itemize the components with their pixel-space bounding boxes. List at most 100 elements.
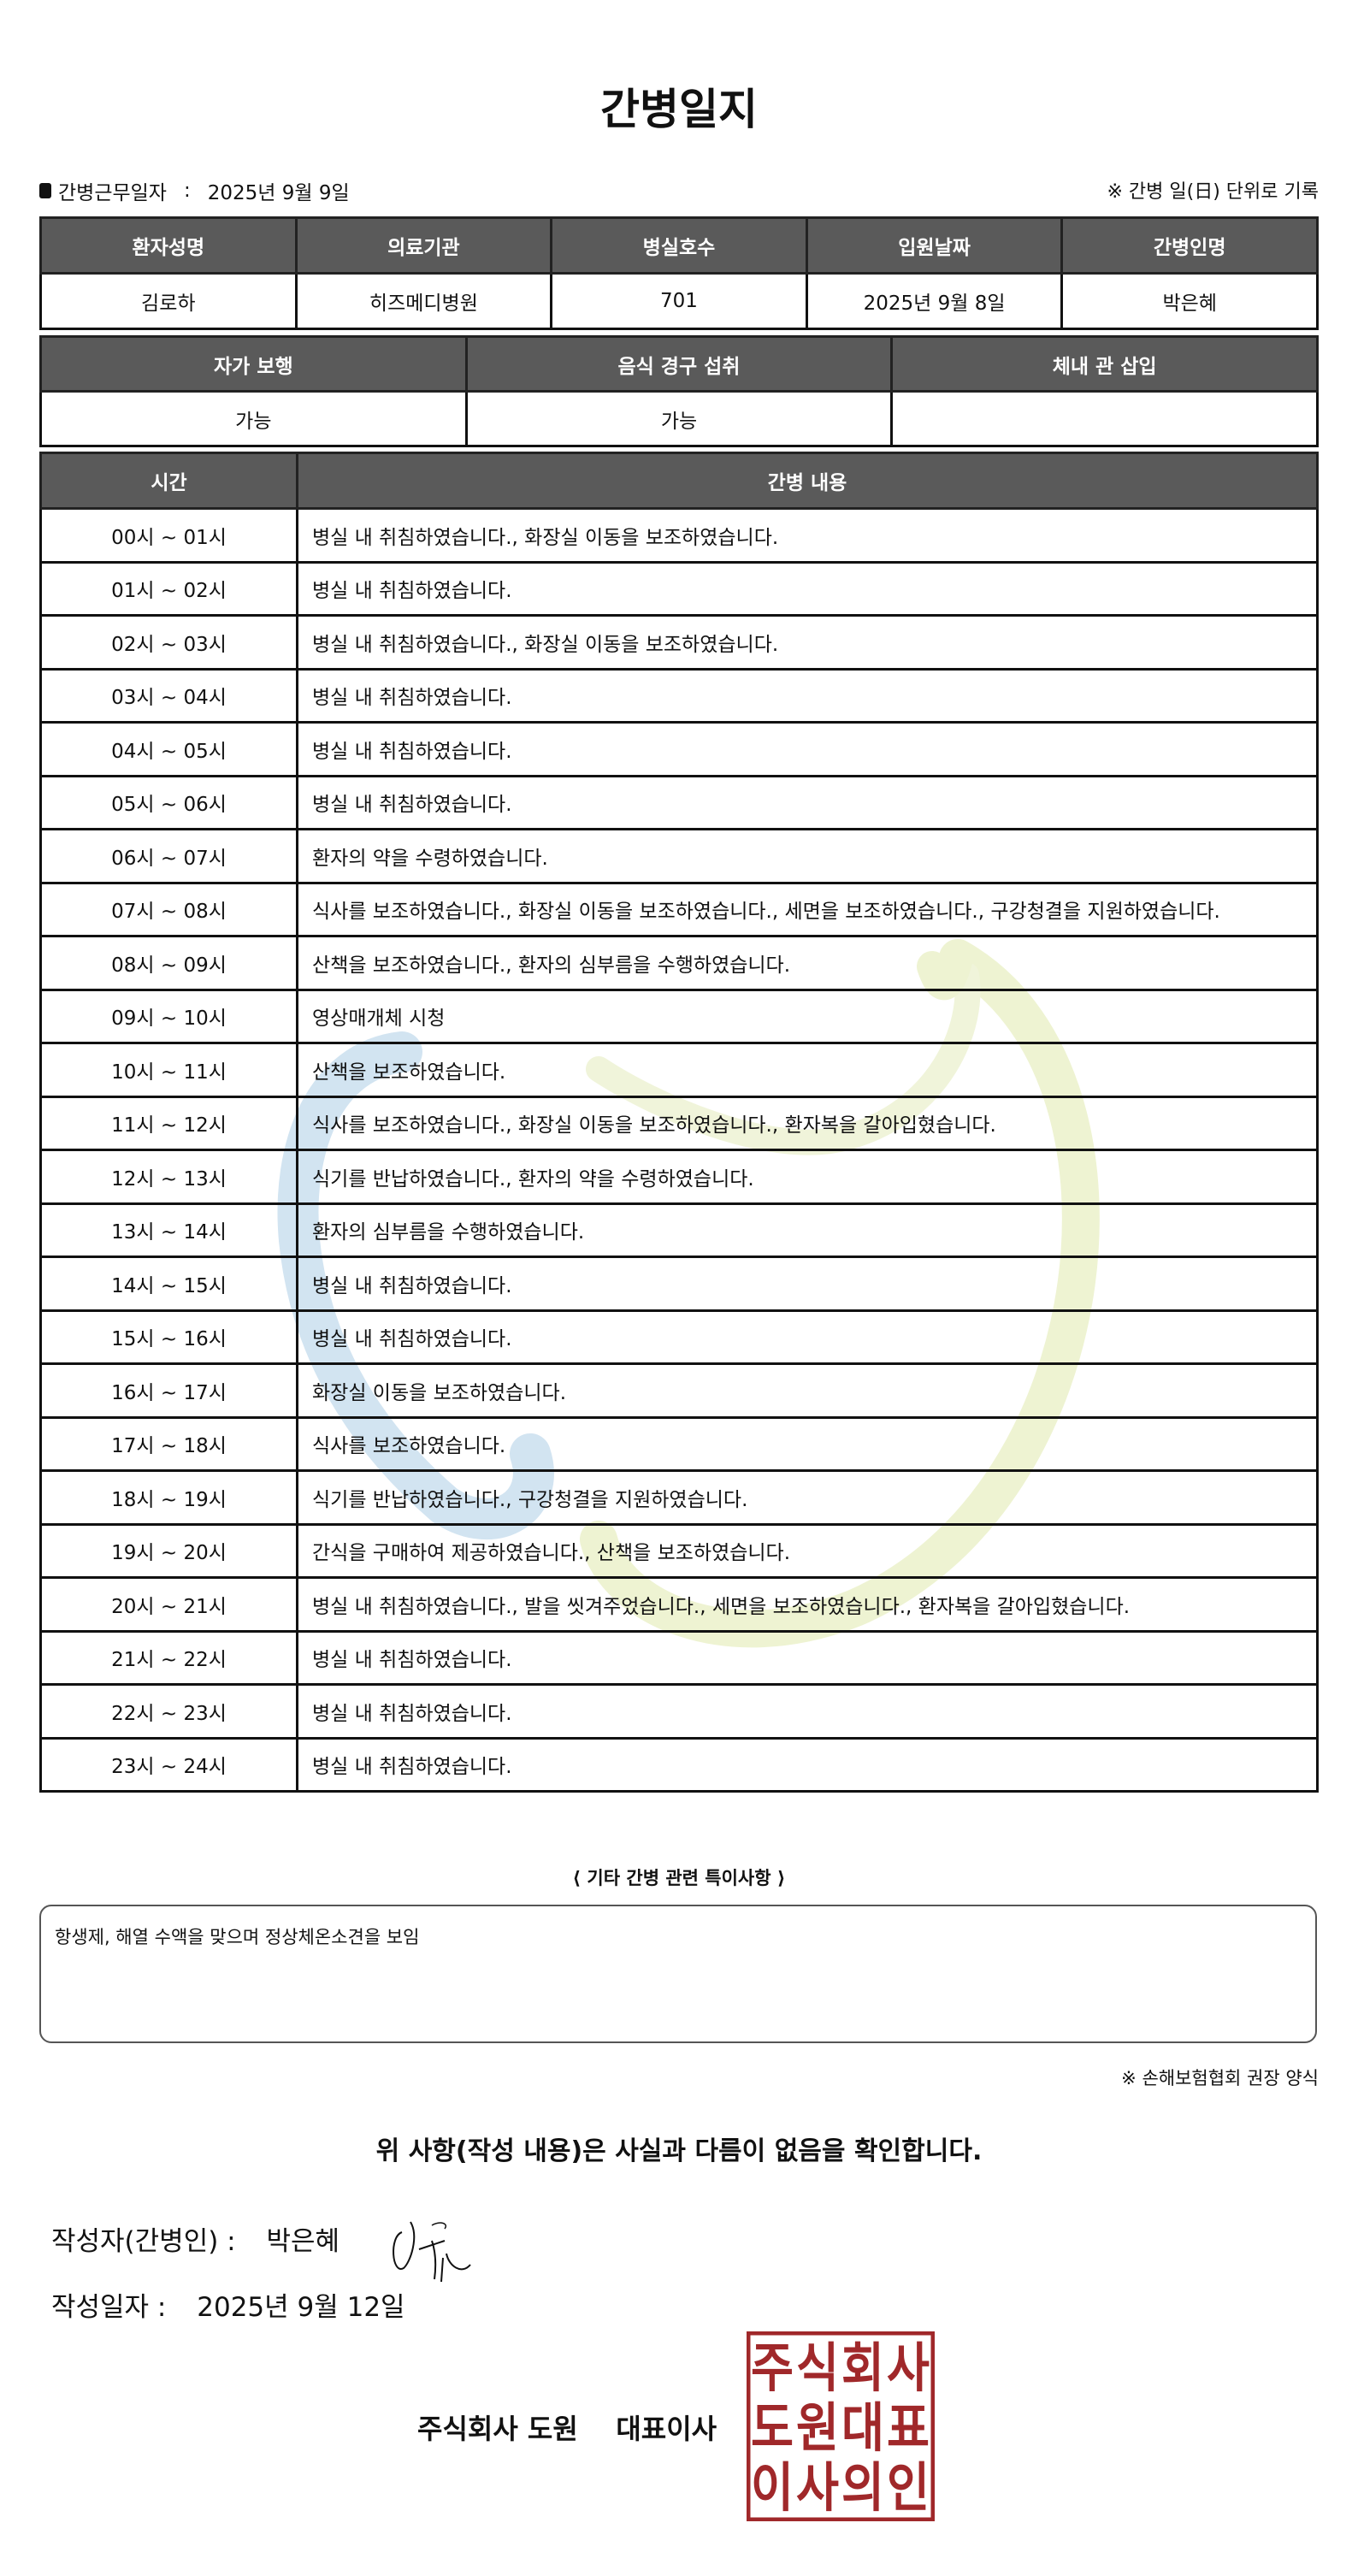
seal-character: 식 bbox=[796, 2337, 839, 2399]
special-notes-text: 항생제, 해열 수액을 맞으며 정상체온소견을 보임 bbox=[55, 1927, 420, 1947]
company-seal: 주 식 회 사도 원 대 표이 사 의 인 bbox=[747, 2331, 935, 2521]
bullet-icon bbox=[39, 183, 51, 198]
log-row: 20시 ~ 21시 병실 내 취침하였습니다., 발을 씻겨주었습니다., 세면을… bbox=[39, 1576, 1319, 1633]
header-oral-intake: 음식 경구 섭취 bbox=[464, 335, 894, 393]
log-time: 11시 ~ 12시 bbox=[39, 1095, 298, 1151]
work-date-label: 간병근무일자 bbox=[58, 182, 167, 204]
status-table: 자가 보행 음식 경구 섭취 체내 관 삽입 가능 가능 bbox=[39, 335, 1319, 447]
log-time: 13시 ~ 14시 bbox=[39, 1202, 298, 1258]
log-time: 07시 ~ 08시 bbox=[39, 881, 298, 937]
patient-info-table: 환자성명 의료기관 병실호수 입원날짜 간병인명 김로하 히즈메디병원 701 … bbox=[39, 216, 1319, 330]
header-room: 병실호수 bbox=[550, 216, 808, 275]
log-row: 13시 ~ 14시 환자의 심부름을 수행하였습니다. bbox=[39, 1202, 1319, 1258]
log-time: 04시 ~ 05시 bbox=[39, 721, 298, 777]
seal-character: 도 bbox=[751, 2396, 794, 2459]
log-time: 09시 ~ 10시 bbox=[39, 988, 298, 1044]
header-caregiver: 간병인명 bbox=[1060, 216, 1319, 275]
patient-value-row: 김로하 히즈메디병원 701 2025년 9월 8일 박은혜 bbox=[39, 272, 1319, 330]
special-notes-title: ⟨ 기타 간병 관련 특이사항 ⟩ bbox=[572, 1868, 786, 1888]
work-date-line: 간병근무일자 : 2025년 9월 9일 bbox=[39, 176, 350, 205]
log-content: 환자의 약을 수령하였습니다. bbox=[296, 828, 1319, 884]
log-row: 00시 ~ 01시 병실 내 취침하였습니다., 화장실 이동을 보조하였습니다. bbox=[39, 507, 1319, 564]
writer-line: 작성자(간병인) : 박은혜 bbox=[51, 2219, 340, 2258]
seal-character: 표 bbox=[887, 2396, 930, 2459]
admission-date: 2025년 9월 8일 bbox=[805, 272, 1064, 330]
log-row: 04시 ~ 05시 병실 내 취침하였습니다. bbox=[39, 721, 1319, 777]
log-time: 16시 ~ 17시 bbox=[39, 1362, 298, 1419]
log-time: 23시 ~ 24시 bbox=[39, 1736, 298, 1793]
written-date-line: 작성일자 : 2025년 9월 12일 bbox=[51, 2285, 405, 2324]
room: 701 bbox=[550, 272, 808, 330]
log-time: 12시 ~ 13시 bbox=[39, 1149, 298, 1205]
log-content: 병실 내 취침하였습니다., 발을 씻겨주었습니다., 세면을 보조하였습니다.… bbox=[296, 1576, 1319, 1633]
log-content: 산책을 보조하였습니다., 환자의 심부름을 수행하였습니다. bbox=[296, 935, 1319, 991]
tube bbox=[890, 390, 1319, 447]
header-admission-date: 입원날짜 bbox=[805, 216, 1064, 275]
log-time: 14시 ~ 15시 bbox=[39, 1256, 298, 1312]
company-name: 주식회사 도원 대표이사 bbox=[417, 2413, 717, 2445]
log-content: 병실 내 취침하였습니다. bbox=[296, 1683, 1319, 1740]
patient-name: 김로하 bbox=[39, 272, 298, 330]
log-row: 07시 ~ 08시 식사를 보조하였습니다., 화장실 이동을 보조하였습니다.,… bbox=[39, 881, 1319, 937]
log-content: 간식을 구매하여 제공하였습니다., 산책을 보조하였습니다. bbox=[296, 1522, 1319, 1579]
log-time: 21시 ~ 22시 bbox=[39, 1629, 298, 1686]
status-value-row: 가능 가능 bbox=[39, 390, 1319, 447]
log-content: 병실 내 취침하였습니다. bbox=[296, 667, 1319, 724]
log-content: 환자의 심부름을 수행하였습니다. bbox=[296, 1202, 1319, 1258]
log-header-row: 시간 간병 내용 bbox=[39, 452, 1319, 510]
seal-character: 이 bbox=[751, 2456, 794, 2519]
log-time: 02시 ~ 03시 bbox=[39, 614, 298, 671]
page-title: 간병일지 bbox=[600, 85, 758, 134]
log-time: 08시 ~ 09시 bbox=[39, 935, 298, 991]
log-content: 병실 내 취침하였습니다. bbox=[296, 1309, 1319, 1365]
work-date-separator: : bbox=[183, 180, 191, 202]
log-row: 23시 ~ 24시 병실 내 취침하였습니다. bbox=[39, 1736, 1319, 1793]
seal-character: 사 bbox=[796, 2456, 839, 2519]
header-hospital: 의료기관 bbox=[294, 216, 553, 275]
log-content: 병실 내 취침하였습니다. bbox=[296, 1736, 1319, 1793]
log-content: 식사를 보조하였습니다., 화장실 이동을 보조하였습니다., 환자복을 갈아입… bbox=[296, 1095, 1319, 1151]
log-row: 09시 ~ 10시 영상매개체 시청 bbox=[39, 988, 1319, 1044]
special-notes-box: 항생제, 해열 수액을 맞으며 정상체온소견을 보임 bbox=[39, 1905, 1317, 2043]
log-row: 10시 ~ 11시 산책을 보조하였습니다. bbox=[39, 1042, 1319, 1098]
log-row: 22시 ~ 23시 병실 내 취침하였습니다. bbox=[39, 1683, 1319, 1740]
seal-character: 인 bbox=[887, 2456, 930, 2519]
seal-character: 대 bbox=[841, 2396, 884, 2459]
header-patient-name: 환자성명 bbox=[39, 216, 298, 275]
hospital: 히즈메디병원 bbox=[294, 272, 553, 330]
unit-note: ※ 간병 일(日) 단위로 기록 bbox=[1107, 181, 1320, 203]
care-log-table: 시간 간병 내용 00시 ~ 01시 병실 내 취침하였습니다., 화장실 이동을… bbox=[39, 452, 1319, 1793]
log-row: 15시 ~ 16시 병실 내 취침하였습니다. bbox=[39, 1309, 1319, 1365]
log-content: 식사를 보조하였습니다. bbox=[296, 1415, 1319, 1472]
log-time: 18시 ~ 19시 bbox=[39, 1469, 298, 1526]
log-time: 22시 ~ 23시 bbox=[39, 1683, 298, 1740]
status-header-row: 자가 보행 음식 경구 섭취 체내 관 삽입 bbox=[39, 335, 1319, 393]
log-content: 병실 내 취침하였습니다. bbox=[296, 774, 1319, 830]
log-time: 20시 ~ 21시 bbox=[39, 1576, 298, 1633]
seal-character: 원 bbox=[796, 2396, 839, 2459]
log-row: 01시 ~ 02시 병실 내 취침하였습니다. bbox=[39, 560, 1319, 617]
log-content: 병실 내 취침하였습니다., 화장실 이동을 보조하였습니다. bbox=[296, 614, 1319, 671]
log-row: 06시 ~ 07시 환자의 약을 수령하였습니다. bbox=[39, 828, 1319, 884]
caregiver: 박은혜 bbox=[1060, 272, 1319, 330]
log-content: 병실 내 취침하였습니다. bbox=[296, 560, 1319, 617]
log-row: 05시 ~ 06시 병실 내 취침하였습니다. bbox=[39, 774, 1319, 830]
header-content: 간병 내용 bbox=[296, 452, 1319, 510]
work-date-value: 2025년 9월 9일 bbox=[207, 182, 350, 204]
patient-header-row: 환자성명 의료기관 병실호수 입원날짜 간병인명 bbox=[39, 216, 1319, 275]
writer-name: 박은혜 bbox=[266, 2226, 340, 2257]
log-time: 03시 ~ 04시 bbox=[39, 667, 298, 724]
header-tube: 체내 관 삽입 bbox=[890, 335, 1319, 393]
writer-label: 작성자(간병인) : bbox=[51, 2226, 236, 2257]
walking: 가능 bbox=[39, 390, 468, 447]
log-row: 03시 ~ 04시 병실 내 취침하였습니다. bbox=[39, 667, 1319, 724]
log-row: 11시 ~ 12시 식사를 보조하였습니다., 화장실 이동을 보조하였습니다.,… bbox=[39, 1095, 1319, 1151]
signature-image bbox=[393, 2221, 471, 2283]
log-row: 17시 ~ 18시 식사를 보조하였습니다. bbox=[39, 1415, 1319, 1472]
form-note: ※ 손해보험협회 권장 양식 bbox=[1121, 2068, 1319, 2089]
log-content: 병실 내 취침하였습니다., 화장실 이동을 보조하였습니다. bbox=[296, 507, 1319, 564]
log-content: 식사를 보조하였습니다., 화장실 이동을 보조하였습니다., 세면을 보조하였… bbox=[296, 881, 1319, 937]
header-walking: 자가 보행 bbox=[39, 335, 468, 393]
log-content: 병실 내 취침하였습니다. bbox=[296, 721, 1319, 777]
log-row: 19시 ~ 20시 간식을 구매하여 제공하였습니다., 산책을 보조하였습니다. bbox=[39, 1522, 1319, 1579]
